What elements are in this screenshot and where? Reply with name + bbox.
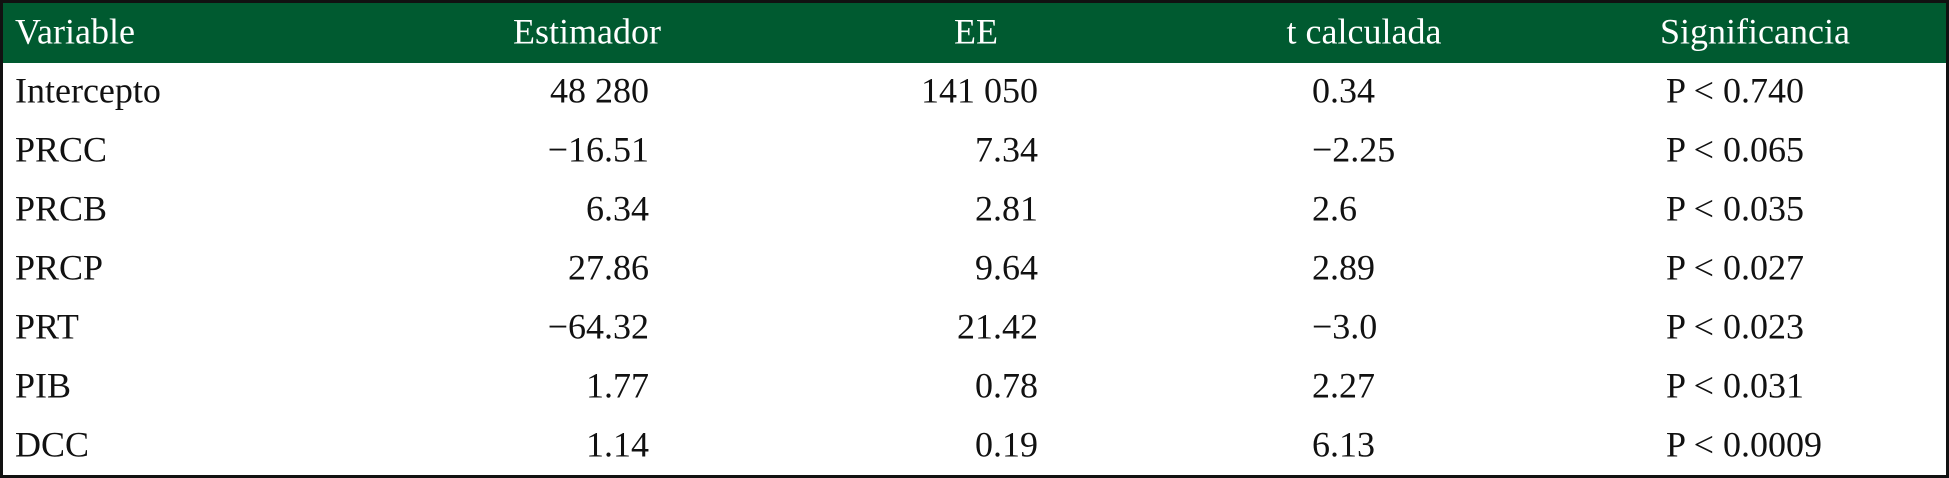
cell: P < 0.031: [1666, 365, 1804, 405]
cell: P < 0.065: [1666, 129, 1804, 169]
cell: 141 050: [921, 70, 1038, 110]
cell: 1.14: [586, 424, 649, 464]
cell: P < 0.740: [1666, 70, 1804, 110]
cell: 2.6: [1312, 188, 1357, 228]
column-header: EE: [954, 11, 998, 51]
cell: −64.32: [548, 306, 649, 346]
row-label: Intercepto: [15, 70, 161, 110]
cell: 6.34: [586, 188, 649, 228]
cell: P < 0.035: [1666, 188, 1804, 228]
row-label: PRCC: [15, 129, 107, 169]
cell: 0.78: [975, 365, 1038, 405]
cell: 2.89: [1312, 247, 1375, 287]
cell: 6.13: [1312, 424, 1375, 464]
cell: 21.42: [957, 306, 1038, 346]
header-band: [0, 0, 1949, 63]
cell: 48 280: [550, 70, 649, 110]
cell: 9.64: [975, 247, 1038, 287]
column-header: Variable: [15, 11, 135, 51]
cell: −16.51: [548, 129, 649, 169]
row-label: PRCB: [15, 188, 107, 228]
cell: 1.77: [586, 365, 649, 405]
cell: P < 0.027: [1666, 247, 1804, 287]
column-header: Estimador: [513, 11, 661, 51]
cell: 0.34: [1312, 70, 1375, 110]
cell: 0.19: [975, 424, 1038, 464]
cell: 2.27: [1312, 365, 1375, 405]
row-label: DCC: [15, 424, 89, 464]
row-label: PRCP: [15, 247, 103, 287]
column-header: Significancia: [1660, 11, 1850, 51]
cell: P < 0.0009: [1666, 424, 1822, 464]
cell: P < 0.023: [1666, 306, 1804, 346]
cell: 2.81: [975, 188, 1038, 228]
row-label: PRT: [15, 306, 79, 346]
column-header: t calculada: [1287, 11, 1442, 51]
cell: −2.25: [1312, 129, 1395, 169]
cell: −3.0: [1312, 306, 1377, 346]
cell: 7.34: [975, 129, 1038, 169]
row-label: PIB: [15, 365, 71, 405]
cell: 27.86: [568, 247, 649, 287]
